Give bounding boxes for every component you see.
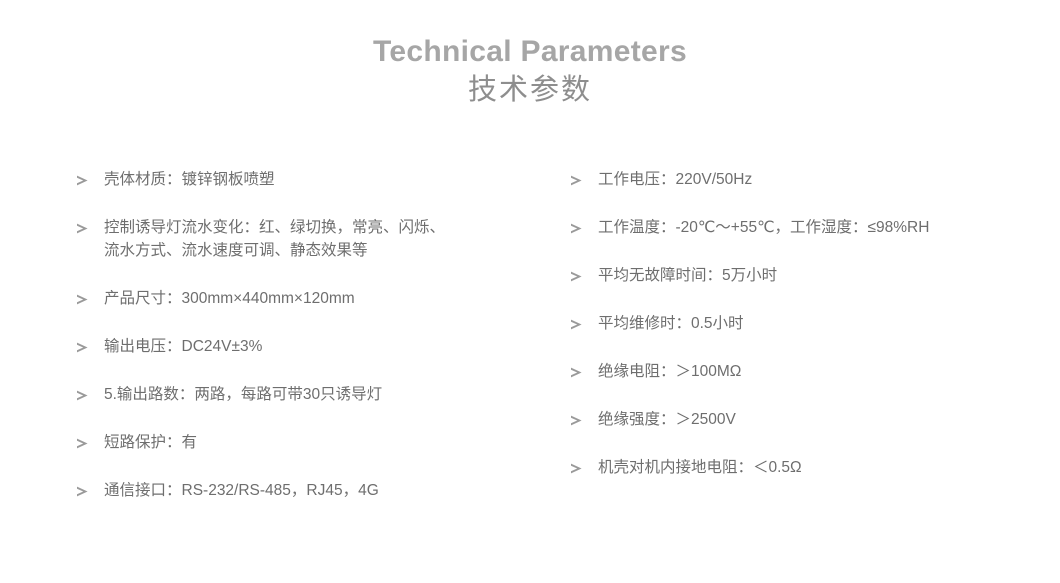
arrow-bullet-icon xyxy=(570,168,588,191)
arrow-bullet-icon xyxy=(76,216,94,239)
spec-item: 输出电压：DC24V±3% xyxy=(74,335,544,358)
page-heading: Technical Parameters 技术参数 xyxy=(0,34,1060,110)
spec-item-text: 机壳对机内接地电阻：＜0.5Ω xyxy=(598,459,802,476)
page-title-chinese: 技术参数 xyxy=(467,74,592,107)
spec-item: 通信接口：RS-232/RS-485，RJ45，4G xyxy=(74,479,544,502)
arrow-bullet-icon xyxy=(76,431,94,454)
spec-item-text: 输出电压：DC24V±3% xyxy=(104,338,263,355)
arrow-bullet-icon xyxy=(570,216,588,239)
spec-item: 5.输出路数：两路，每路可带30只诱导灯 xyxy=(74,383,544,406)
arrow-bullet-icon xyxy=(76,168,94,191)
spec-item-text: 工作温度：-20℃～+55℃，工作湿度：≤98%RH xyxy=(598,219,930,236)
spec-item-text: 壳体材质：镀锌钢板喷塑 xyxy=(104,171,275,188)
arrow-bullet-icon xyxy=(570,312,588,335)
spec-item: 平均无故障时间：5万小时 xyxy=(568,264,1018,287)
spec-item-text: 产品尺寸：300mm×440mm×120mm xyxy=(104,290,355,307)
spec-item-text: 5.输出路数：两路，每路可带30只诱导灯 xyxy=(104,386,383,403)
spec-item: 绝缘强度：＞2500V xyxy=(568,408,1018,431)
spec-item-text: 绝缘强度：＞2500V xyxy=(598,411,736,428)
spec-item: 产品尺寸：300mm×440mm×120mm xyxy=(74,287,544,310)
arrow-bullet-icon xyxy=(570,408,588,431)
spec-column-right: 工作电压：220V/50Hz 工作温度：-20℃～+55℃，工作湿度：≤98%R… xyxy=(568,168,1018,504)
spec-item: 控制诱导灯流水变化：红、绿切换，常亮、闪烁、 流水方式、流水速度可调、静态效果等 xyxy=(74,216,544,262)
spec-item: 短路保护：有 xyxy=(74,431,544,454)
arrow-bullet-icon xyxy=(570,264,588,287)
spec-item: 工作电压：220V/50Hz xyxy=(568,168,1018,191)
spec-item: 平均维修时：0.5小时 xyxy=(568,312,1018,335)
spec-item-text: 绝缘电阻：＞100MΩ xyxy=(598,363,742,380)
spec-item-text: 工作电压：220V/50Hz xyxy=(598,171,753,188)
arrow-bullet-icon xyxy=(570,360,588,383)
spec-item-text: 平均维修时：0.5小时 xyxy=(598,315,744,332)
arrow-bullet-icon xyxy=(76,383,94,406)
spec-item: 绝缘电阻：＞100MΩ xyxy=(568,360,1018,383)
arrow-bullet-icon xyxy=(570,456,588,479)
spec-column-left: 壳体材质：镀锌钢板喷塑 控制诱导灯流水变化：红、绿切换，常亮、闪烁、 流水方式、… xyxy=(74,168,544,527)
spec-item-text: 短路保护：有 xyxy=(104,434,198,451)
spec-item: 壳体材质：镀锌钢板喷塑 xyxy=(74,168,544,191)
spec-item-text: 通信接口：RS-232/RS-485，RJ45，4G xyxy=(104,482,379,499)
spec-item-text: 平均无故障时间：5万小时 xyxy=(598,267,778,284)
spec-columns: 壳体材质：镀锌钢板喷塑 控制诱导灯流水变化：红、绿切换，常亮、闪烁、 流水方式、… xyxy=(0,168,1060,558)
spec-item: 工作温度：-20℃～+55℃，工作湿度：≤98%RH xyxy=(568,216,1018,239)
arrow-bullet-icon xyxy=(76,479,94,502)
arrow-bullet-icon xyxy=(76,287,94,310)
page-title-english: Technical Parameters xyxy=(373,35,687,68)
spec-item-text: 控制诱导灯流水变化：红、绿切换，常亮、闪烁、 流水方式、流水速度可调、静态效果等 xyxy=(104,219,446,259)
arrow-bullet-icon xyxy=(76,335,94,358)
spec-item: 机壳对机内接地电阻：＜0.5Ω xyxy=(568,456,1018,479)
